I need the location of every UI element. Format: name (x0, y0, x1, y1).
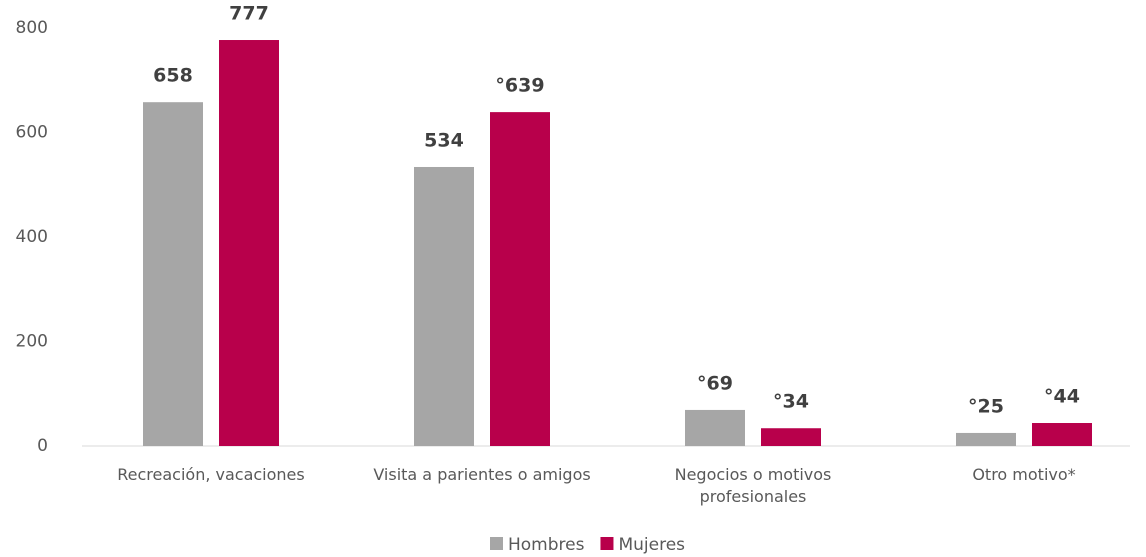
bar (490, 112, 550, 446)
bar (143, 102, 203, 446)
value-label: °639 (495, 75, 544, 97)
y-tick-label: 600 (16, 123, 48, 143)
value-label: 777 (229, 3, 269, 25)
x-tick-label: Otro motivo* (972, 465, 1076, 484)
x-tick-label: Visita a parientes o amigos (373, 465, 591, 484)
value-label: 534 (424, 129, 464, 151)
bar (1032, 423, 1092, 446)
y-tick-label: 0 (37, 436, 48, 456)
bar (956, 432, 1016, 446)
bar (219, 40, 279, 446)
x-tick-label: Negocios o motivos profesionales (674, 465, 832, 506)
value-label: 658 (153, 65, 193, 87)
y-tick-label: 400 (16, 227, 48, 247)
value-label: °44 (1044, 386, 1080, 408)
y-tick-label: 200 (16, 332, 48, 352)
value-label: °25 (968, 395, 1004, 417)
legend-swatch (600, 537, 614, 550)
value-label: °69 (697, 372, 733, 394)
legend-label: Mujeres (618, 535, 685, 555)
y-tick-label: 800 (16, 18, 48, 38)
value-label: °34 (773, 391, 809, 413)
x-tick-label: Recreación, vacaciones (117, 465, 305, 484)
bar (685, 409, 745, 446)
bar (414, 166, 474, 447)
legend-label: Hombres (508, 535, 585, 555)
legend-swatch (490, 537, 503, 550)
bar (761, 428, 821, 446)
